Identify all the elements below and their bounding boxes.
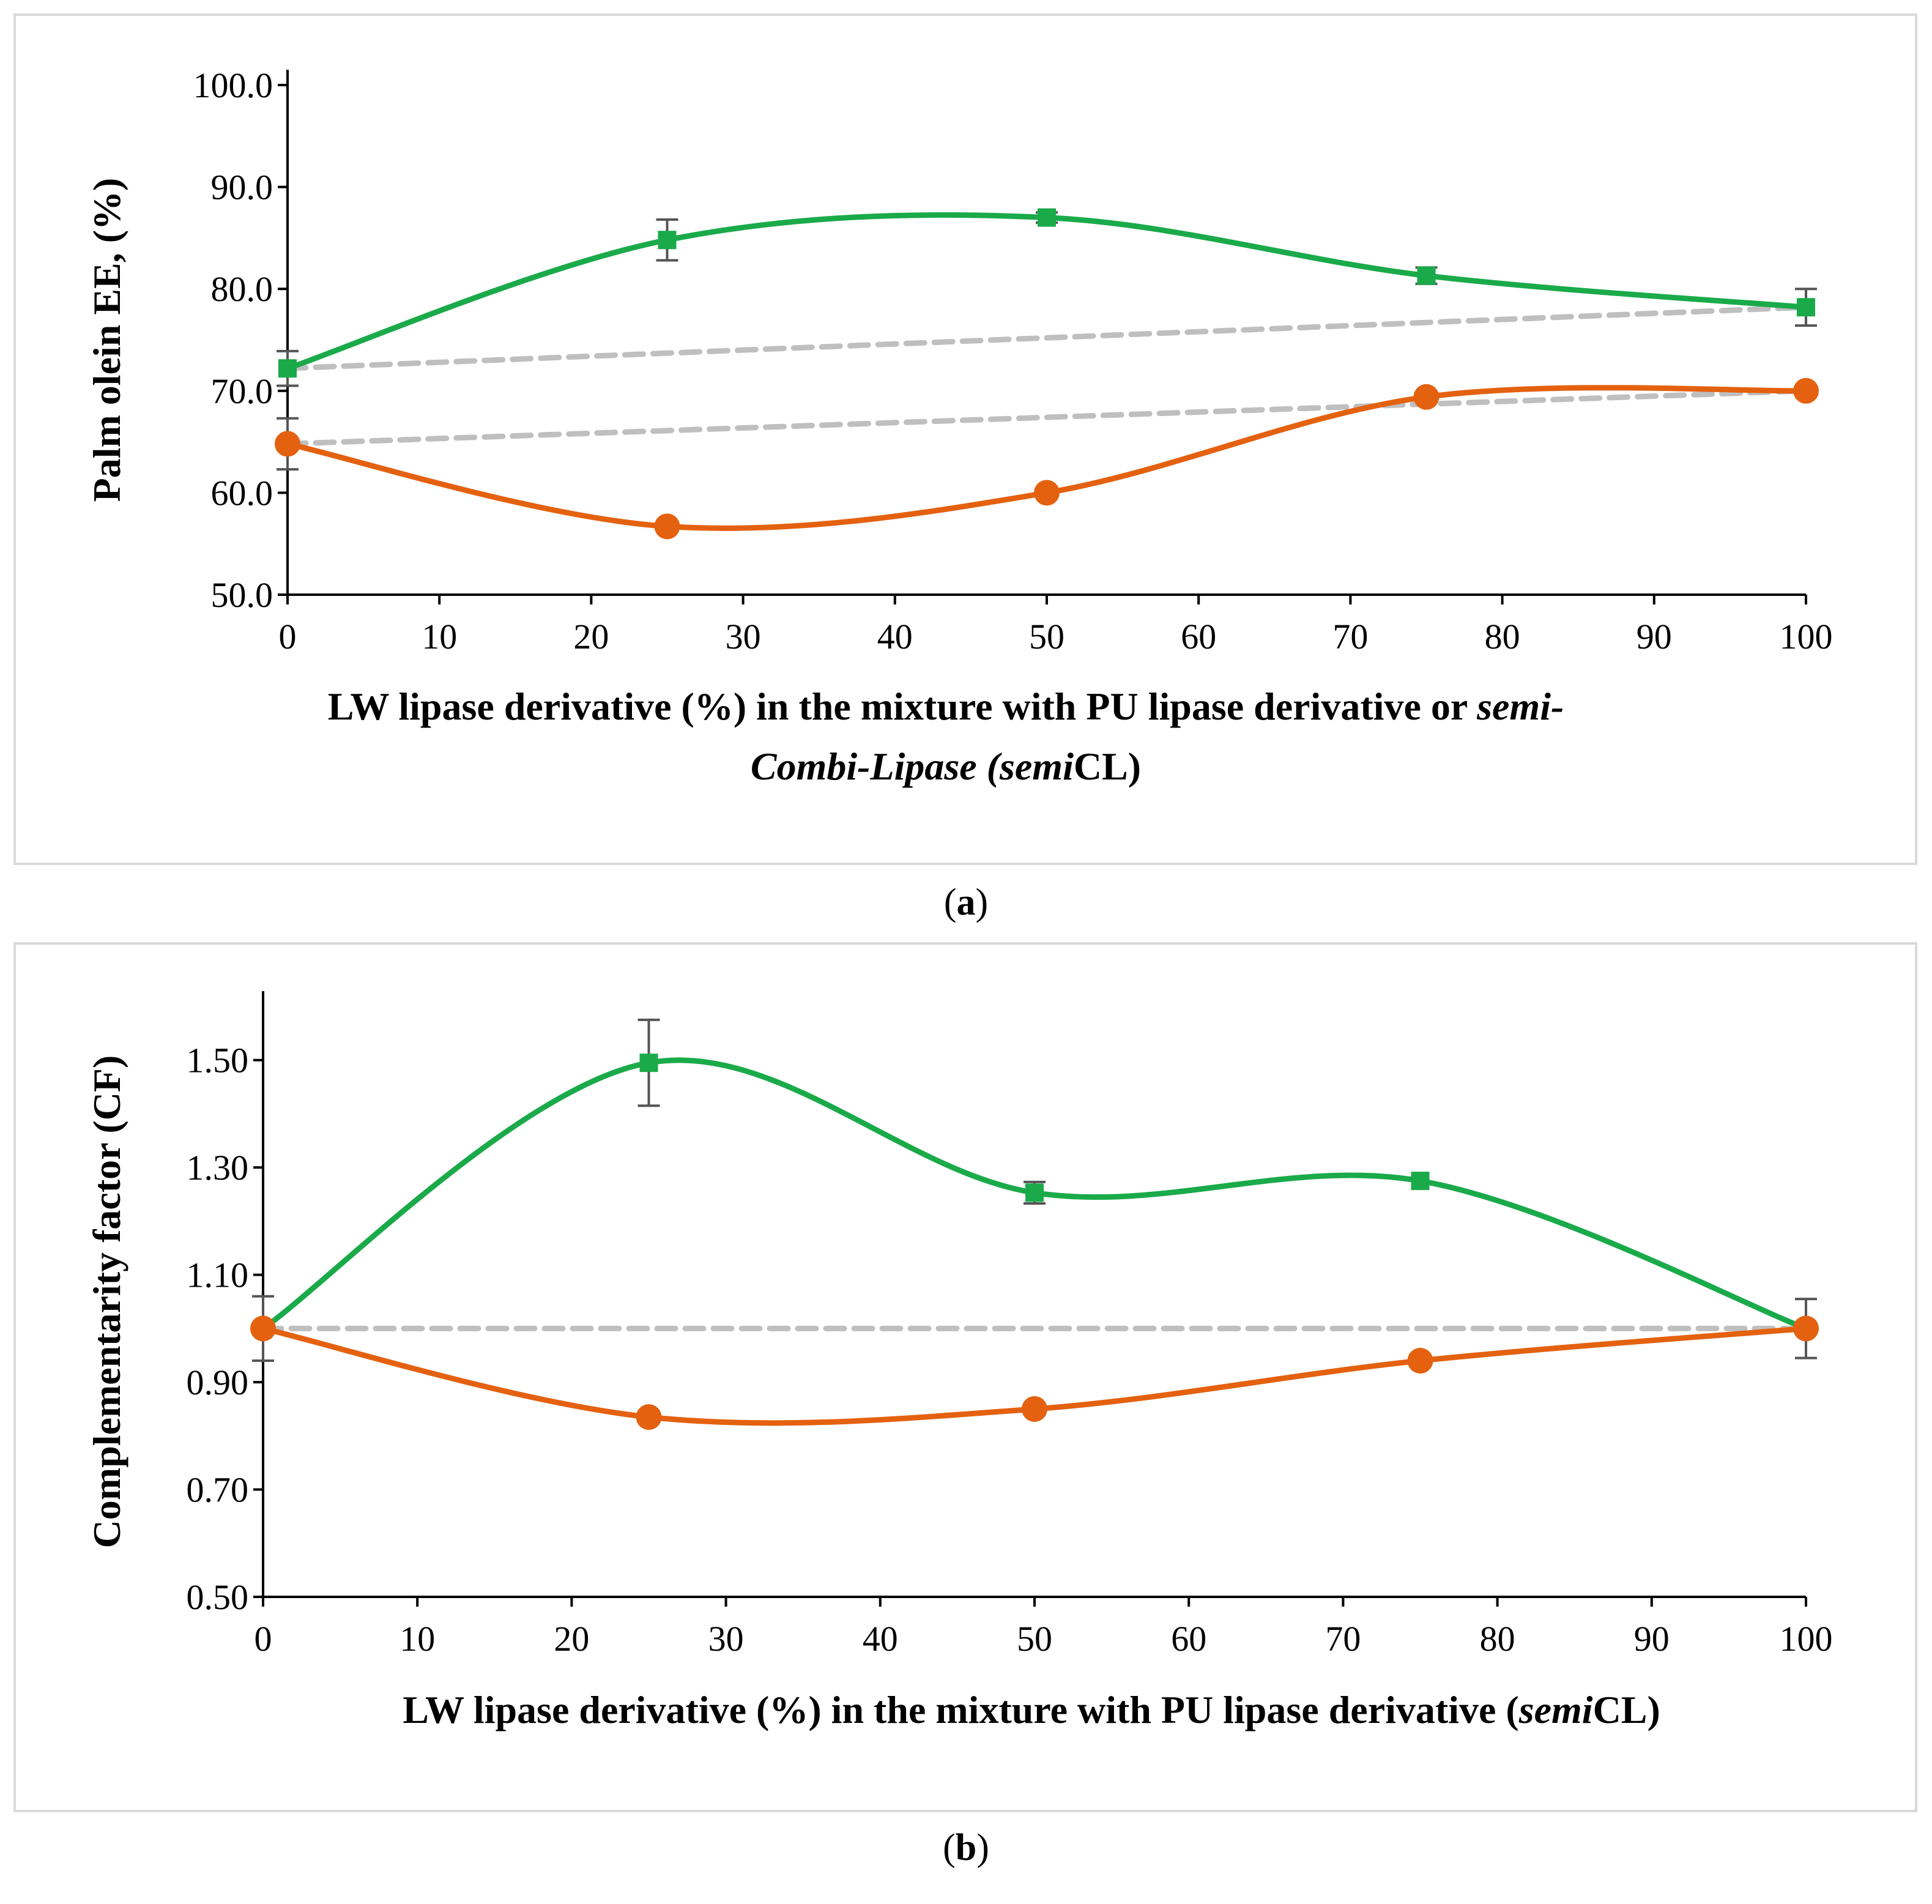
- y-tick-label: 60.0: [211, 473, 273, 513]
- caption-b-label: b: [955, 1827, 977, 1869]
- y-tick-label: 0.90: [187, 1363, 249, 1402]
- caption-a-label: a: [956, 882, 976, 923]
- series-line-0: [286, 212, 1807, 371]
- y-tick-label: 70.0: [211, 371, 273, 411]
- caption-a: (a): [943, 882, 989, 923]
- square-marker: [1025, 1183, 1044, 1202]
- y-tick-label: 100.0: [193, 65, 273, 105]
- y-tick-label: 1.10: [187, 1255, 249, 1295]
- square-marker: [658, 231, 677, 250]
- x-tick-label: 40: [863, 1619, 898, 1659]
- chart-panel-a: 50.0 60.0 70.0 80.0 90.0 100.0 0 10 20 30 40 50 60 70…: [13, 13, 1917, 865]
- circle-marker: [1022, 1396, 1047, 1422]
- chart-b-svg: 0.50 0.70 0.90 1.10 1.30 1.50 0 10 20 30 40 50 60 70 8…: [85, 991, 1833, 1731]
- square-marker: [278, 359, 297, 378]
- circle-marker: [654, 513, 680, 540]
- y-tick-label: 90.0: [211, 168, 273, 207]
- square-marker: [1038, 208, 1056, 227]
- circle-marker: [1793, 377, 1819, 404]
- y-tick-label: 1.30: [187, 1148, 249, 1188]
- y-tick-label: 80.0: [211, 269, 273, 309]
- square-marker: [1411, 1172, 1430, 1191]
- y-tick-label: 0.50: [187, 1577, 249, 1617]
- x-tick-label: 10: [422, 617, 457, 656]
- x-tick-label: 20: [554, 1619, 589, 1659]
- circle-marker: [1034, 480, 1060, 506]
- square-marker: [1797, 298, 1815, 317]
- x-tick-label: 60: [1171, 1619, 1206, 1659]
- x-tick-label: 0: [255, 1619, 272, 1659]
- y-tick-label: 1.50: [187, 1041, 249, 1080]
- x-tick-label: 80: [1480, 1619, 1515, 1659]
- circle-marker: [1793, 1315, 1819, 1342]
- x-tick-label: 70: [1325, 1619, 1361, 1659]
- x-tick-label: 100: [1780, 617, 1833, 656]
- x-tick-label: 90: [1634, 1619, 1670, 1659]
- x-tick-label: 0: [279, 617, 297, 656]
- series-line-2: [287, 385, 1807, 531]
- x-tick-label: 100: [1780, 1619, 1833, 1659]
- x-tick-label: 60: [1181, 617, 1216, 656]
- x-tick-label: 40: [877, 617, 913, 656]
- caption-b: (b): [943, 1827, 989, 1869]
- series-line-3: [284, 388, 1809, 447]
- x-tick-label: 30: [708, 1619, 744, 1659]
- circle-marker: [636, 1404, 662, 1430]
- circle-marker: [1407, 1348, 1433, 1374]
- x-tick-label: 50: [1017, 1619, 1052, 1659]
- square-marker: [639, 1054, 658, 1073]
- chart-a-svg: 50.0 60.0 70.0 80.0 90.0 100.0 0 10 20 30 40 50 60 70…: [85, 65, 1833, 788]
- x-tick-label: 30: [726, 617, 761, 656]
- x-axis-title: LW lipase derivative (%) in the mixture …: [403, 1688, 1660, 1731]
- x-tick-label: 90: [1637, 617, 1672, 656]
- circle-marker: [250, 1315, 276, 1342]
- chart-panel-b: 0.50 0.70 0.90 1.10 1.30 1.50 0 10 20 30 40 50 60 70 8…: [13, 942, 1917, 1812]
- circle-marker: [275, 431, 300, 457]
- x-tick-label: 10: [399, 1619, 435, 1659]
- x-tick-label: 70: [1332, 617, 1368, 656]
- y-axis-title: Complementarity factor (CF): [85, 1055, 128, 1549]
- circle-marker: [1413, 384, 1440, 410]
- x-tick-label: 20: [573, 617, 609, 656]
- x-axis-title-line2: Combi-Lipase (semiCL): [751, 745, 1141, 788]
- y-tick-label: 0.70: [187, 1470, 249, 1510]
- y-tick-label: 50.0: [211, 575, 273, 615]
- x-axis-title-line1: LW lipase derivative (%) in the mixture …: [328, 685, 1564, 728]
- y-axis-title: Palm olein EE, (%): [85, 178, 128, 502]
- series-line-1: [284, 304, 1809, 371]
- square-marker: [1417, 266, 1436, 285]
- x-tick-label: 80: [1485, 617, 1520, 656]
- x-tick-label: 50: [1029, 617, 1064, 656]
